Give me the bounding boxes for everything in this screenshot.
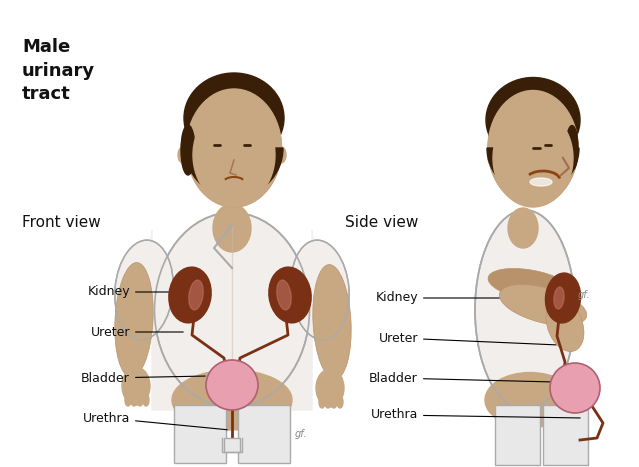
Ellipse shape — [554, 287, 564, 309]
Text: Kidney: Kidney — [88, 285, 169, 298]
Ellipse shape — [488, 150, 498, 166]
Ellipse shape — [181, 125, 195, 175]
Ellipse shape — [169, 267, 211, 323]
Ellipse shape — [331, 396, 337, 408]
Ellipse shape — [546, 298, 584, 352]
Polygon shape — [147, 230, 317, 410]
Ellipse shape — [115, 262, 153, 377]
Ellipse shape — [131, 394, 137, 406]
Ellipse shape — [115, 240, 173, 340]
Text: Male
urinary
tract: Male urinary tract — [22, 38, 95, 103]
Wedge shape — [185, 148, 283, 197]
Ellipse shape — [155, 212, 309, 408]
Ellipse shape — [193, 105, 275, 205]
Ellipse shape — [499, 284, 587, 325]
Bar — [238, 405, 290, 463]
Ellipse shape — [172, 370, 292, 430]
Bar — [174, 405, 226, 463]
Ellipse shape — [337, 396, 343, 408]
Ellipse shape — [137, 394, 143, 406]
Ellipse shape — [187, 89, 282, 207]
Ellipse shape — [122, 367, 150, 405]
Text: Urethra: Urethra — [371, 409, 580, 422]
Ellipse shape — [184, 73, 284, 163]
Ellipse shape — [187, 89, 282, 207]
Text: Bladder: Bladder — [81, 372, 205, 384]
Ellipse shape — [475, 210, 575, 410]
Ellipse shape — [546, 273, 581, 323]
Text: Side view: Side view — [345, 215, 419, 230]
Bar — [543, 405, 588, 465]
Ellipse shape — [488, 91, 578, 205]
Ellipse shape — [178, 147, 188, 163]
Ellipse shape — [493, 109, 573, 207]
Ellipse shape — [485, 373, 575, 427]
Text: Ureter: Ureter — [91, 325, 183, 339]
Ellipse shape — [269, 267, 311, 323]
Ellipse shape — [488, 269, 572, 302]
Text: Front view: Front view — [22, 215, 101, 230]
Text: Urethra: Urethra — [82, 411, 227, 430]
Ellipse shape — [488, 91, 578, 205]
Ellipse shape — [143, 394, 149, 406]
Ellipse shape — [319, 396, 325, 408]
Ellipse shape — [277, 280, 291, 310]
Ellipse shape — [189, 280, 203, 310]
Text: gf.: gf. — [578, 290, 590, 300]
Ellipse shape — [125, 394, 131, 406]
Ellipse shape — [566, 126, 578, 170]
Wedge shape — [487, 148, 579, 194]
Ellipse shape — [213, 204, 251, 252]
Ellipse shape — [550, 363, 600, 413]
Bar — [224, 438, 240, 452]
Ellipse shape — [206, 360, 258, 410]
Text: gf.: gf. — [295, 429, 307, 439]
Ellipse shape — [325, 396, 331, 408]
Ellipse shape — [291, 240, 350, 340]
Text: Kidney: Kidney — [375, 291, 546, 304]
Ellipse shape — [508, 208, 538, 248]
Text: Bladder: Bladder — [369, 372, 552, 384]
Ellipse shape — [530, 178, 552, 186]
Text: Ureter: Ureter — [378, 332, 556, 345]
Ellipse shape — [486, 78, 580, 163]
Ellipse shape — [312, 265, 351, 379]
Bar — [495, 405, 540, 465]
Ellipse shape — [316, 369, 344, 407]
Ellipse shape — [276, 147, 286, 163]
